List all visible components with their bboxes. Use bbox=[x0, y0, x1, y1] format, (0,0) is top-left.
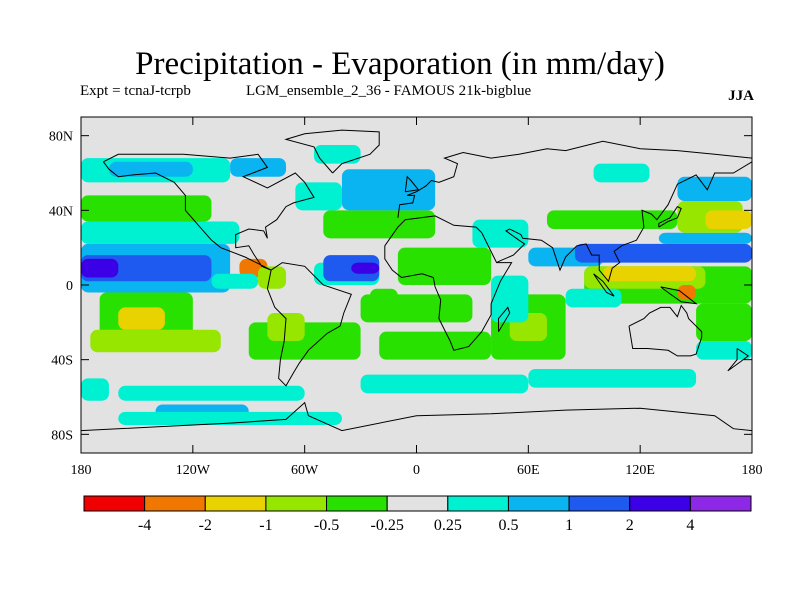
legend-swatch bbox=[386, 495, 449, 512]
legend-label: -0.5 bbox=[314, 517, 339, 534]
pe-region bbox=[369, 288, 398, 313]
coastline bbox=[727, 348, 750, 372]
pe-region bbox=[323, 255, 380, 282]
pe-region bbox=[323, 210, 436, 239]
coastline bbox=[397, 140, 752, 218]
pe-region bbox=[696, 303, 752, 341]
coastline bbox=[266, 262, 352, 387]
x-tick-label: 180 bbox=[71, 463, 92, 478]
season-label: JJA bbox=[728, 88, 754, 104]
x-tick-label: 60W bbox=[291, 463, 319, 478]
legend-swatch bbox=[204, 495, 267, 512]
legend-label: -1 bbox=[259, 517, 272, 534]
pe-region bbox=[602, 266, 697, 282]
chart-title: Precipitation - Evaporation (in mm/day) bbox=[135, 46, 665, 82]
pe-region bbox=[118, 307, 165, 330]
legend-swatch bbox=[568, 495, 631, 512]
pe-region bbox=[118, 385, 305, 401]
pe-region bbox=[491, 275, 529, 323]
coastline bbox=[593, 273, 615, 297]
legend-swatch bbox=[326, 495, 388, 512]
coastline bbox=[284, 129, 380, 174]
y-tick-label: 40N bbox=[49, 204, 73, 219]
x-tick-label: 0 bbox=[413, 463, 420, 478]
pe-region bbox=[258, 266, 287, 289]
legend-swatch bbox=[144, 495, 206, 512]
coastline bbox=[384, 215, 513, 351]
legend-swatch bbox=[447, 495, 509, 512]
coastline bbox=[496, 161, 752, 283]
pe-region bbox=[81, 258, 119, 278]
legend-swatch bbox=[83, 495, 146, 512]
pe-region bbox=[230, 158, 287, 177]
legend-label: 1 bbox=[565, 517, 573, 534]
pe-region bbox=[546, 210, 678, 229]
x-tick-label: 180 bbox=[742, 463, 763, 478]
pe-region bbox=[118, 411, 342, 425]
coastline bbox=[498, 306, 511, 332]
legend-label: -0.25 bbox=[371, 517, 404, 534]
coastline bbox=[658, 205, 682, 228]
y-tick-label: 40S bbox=[51, 354, 73, 369]
pe-region bbox=[295, 182, 342, 211]
x-tick-label: 60E bbox=[517, 463, 540, 478]
coastline bbox=[102, 153, 315, 271]
legend-swatch bbox=[507, 495, 570, 512]
pe-region bbox=[677, 285, 697, 300]
pe-region bbox=[574, 243, 752, 263]
legend-label: 0.5 bbox=[498, 517, 518, 534]
coastline bbox=[404, 175, 420, 193]
pe-region bbox=[81, 221, 240, 244]
pe-region bbox=[211, 273, 259, 289]
experiment-label: Expt = tcnaJ-tcrpb bbox=[80, 83, 191, 99]
legend-label: 0.25 bbox=[434, 517, 462, 534]
coastline bbox=[628, 304, 703, 357]
pe-region bbox=[90, 329, 221, 353]
legend-label: -2 bbox=[199, 517, 212, 534]
coastline bbox=[81, 401, 752, 432]
y-tick-label: 80S bbox=[51, 428, 73, 443]
x-tick-label: 120W bbox=[176, 463, 211, 478]
legend-label: 4 bbox=[686, 517, 694, 534]
legend-swatch bbox=[629, 495, 691, 512]
pe-region bbox=[472, 219, 529, 248]
dataset-label: LGM_ensemble_2_36 - FAMOUS 21k-bigblue bbox=[246, 83, 532, 99]
pe-region bbox=[397, 247, 492, 285]
pe-region bbox=[81, 378, 109, 401]
pe-region bbox=[351, 262, 380, 274]
pe-region bbox=[313, 145, 361, 164]
pe-region bbox=[267, 313, 305, 341]
legend-label: 2 bbox=[626, 517, 634, 534]
pe-region bbox=[108, 161, 193, 177]
pe-region bbox=[528, 369, 697, 388]
pe-region bbox=[593, 163, 650, 183]
pe-region bbox=[360, 374, 529, 394]
pe-region bbox=[379, 331, 492, 360]
pe-region bbox=[696, 341, 752, 360]
y-tick-label: 80N bbox=[49, 130, 73, 145]
x-tick-label: 120E bbox=[625, 463, 655, 478]
y-tick-label: 0 bbox=[66, 279, 73, 294]
legend-label: -4 bbox=[138, 517, 151, 534]
coastline bbox=[660, 286, 698, 305]
legend-swatch bbox=[265, 495, 328, 512]
pe-region bbox=[81, 195, 212, 222]
pe-region bbox=[341, 169, 436, 211]
pe-region bbox=[705, 210, 752, 229]
pe-region bbox=[658, 232, 752, 244]
pe-region bbox=[677, 176, 752, 201]
legend-swatch bbox=[689, 495, 752, 512]
pe-region bbox=[248, 322, 361, 360]
pe-region bbox=[565, 288, 622, 308]
